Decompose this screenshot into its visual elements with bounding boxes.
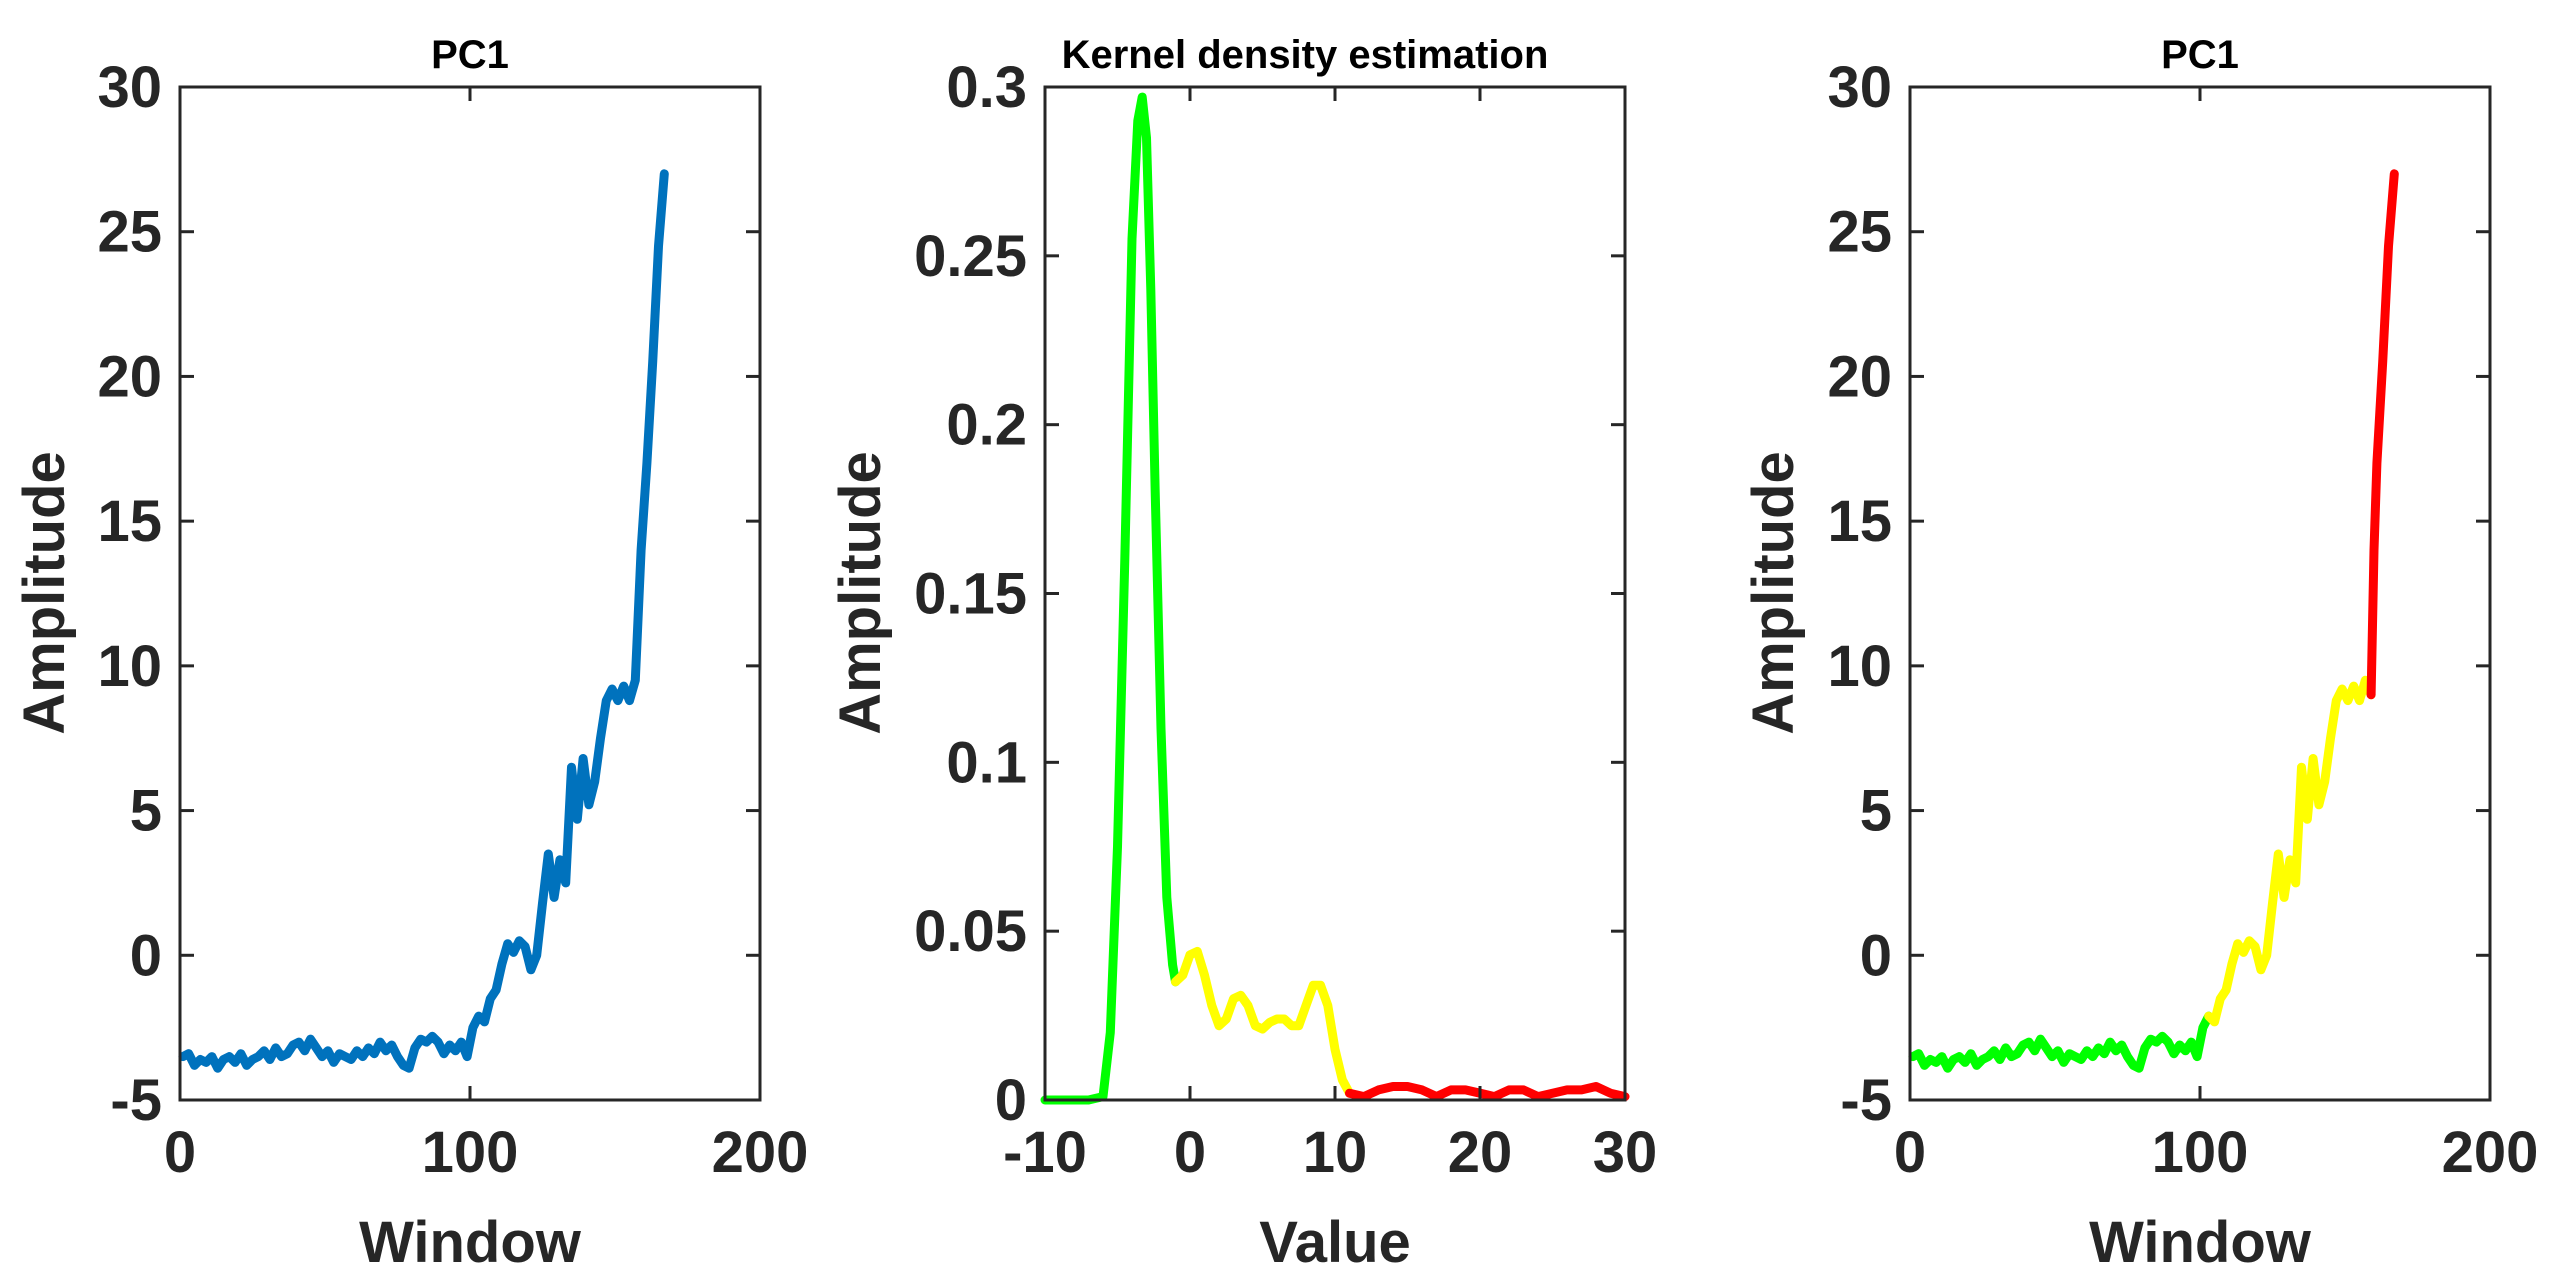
y-tick-label: 0.2 [946,393,1027,458]
series-line-high [2366,169,2399,700]
panel-3-x-label: Window [2089,1210,2312,1275]
y-tick-label: 5 [130,779,162,844]
y-tick-label: 0.15 [914,562,1027,627]
y-tick-label: 25 [97,200,162,265]
panel-2-y-label: Amplitude [828,451,893,735]
series-line-mid [2204,675,2376,1027]
panel-3-y-ticks: -5 0 5 10 15 20 25 30 [1827,55,2490,1133]
series-line-low [1040,92,1180,1105]
y-tick-label: 20 [1827,344,1892,409]
panel-2-x-label: Value [1259,1210,1411,1275]
panel-3-y-label: Amplitude [1741,451,1806,735]
y-tick-label: 0.3 [946,55,1027,120]
x-tick-label: 20 [1448,1120,1513,1185]
x-tick-label: 30 [1593,1120,1658,1185]
y-tick-label: 15 [1827,489,1892,554]
x-tick-label: 100 [2152,1120,2249,1185]
panel-1-y-ticks: -5 0 5 10 15 20 25 30 [97,55,760,1133]
panel-1-y-label: Amplitude [12,451,77,735]
x-tick-label: 100 [422,1120,519,1185]
panel-1-axes [178,85,762,1102]
panel-2-series [1040,92,1630,1105]
panel-1-title: PC1 [431,33,509,77]
y-tick-label: 30 [97,55,162,120]
panel-1-x-ticks: 0 100 200 [164,87,809,1185]
y-tick-label: 10 [97,634,162,699]
series-line-mid [1171,946,1354,1098]
panel-3-title: PC1 [2161,33,2239,77]
panel-3-axes [1908,85,2492,1102]
panel-3-x-ticks: 0 100 200 [1894,87,2539,1185]
x-tick-label: 200 [2442,1120,2539,1185]
panel-1-x-label: Window [359,1210,582,1275]
y-tick-label: 15 [97,489,162,554]
y-tick-label: 20 [97,344,162,409]
panel-3-series [1908,169,2399,1073]
y-tick-label: 25 [1827,200,1892,265]
series-line-high [1345,1082,1630,1102]
y-tick-label: 0.25 [914,224,1027,289]
x-tick-label: 0 [1894,1120,1926,1185]
y-tick-label: 0 [995,1068,1027,1133]
panel-2-x-ticks: -10 0 10 20 30 [1003,87,1657,1185]
y-tick-label: 0.1 [946,730,1027,795]
x-tick-label: 200 [712,1120,809,1185]
y-tick-label: 30 [1827,55,1892,120]
x-tick-label: 10 [1303,1120,1368,1185]
series-line-PC1 [178,169,669,1073]
y-tick-label: 0 [1860,923,1892,988]
y-tick-label: -5 [110,1068,162,1133]
panel-2-title: Kernel density estimation [1062,33,1549,77]
y-tick-label: 5 [1860,779,1892,844]
y-tick-label: 10 [1827,634,1892,699]
panel-1-series [178,169,669,1073]
x-tick-label: 0 [164,1120,196,1185]
panel-2-y-ticks: 0 0.05 0.1 0.15 0.2 0.25 0.3 [914,55,1625,1133]
series-line-low [1908,1011,2214,1073]
y-tick-label: -5 [1840,1068,1892,1133]
y-tick-label: 0.05 [914,899,1027,964]
panel-kde: Kernel density estimation 0 0.05 0.1 0.15 0.… [828,33,1657,1275]
x-tick-label: 0 [1174,1120,1206,1185]
y-tick-label: 0 [130,923,162,988]
x-tick-label: -10 [1003,1120,1087,1185]
